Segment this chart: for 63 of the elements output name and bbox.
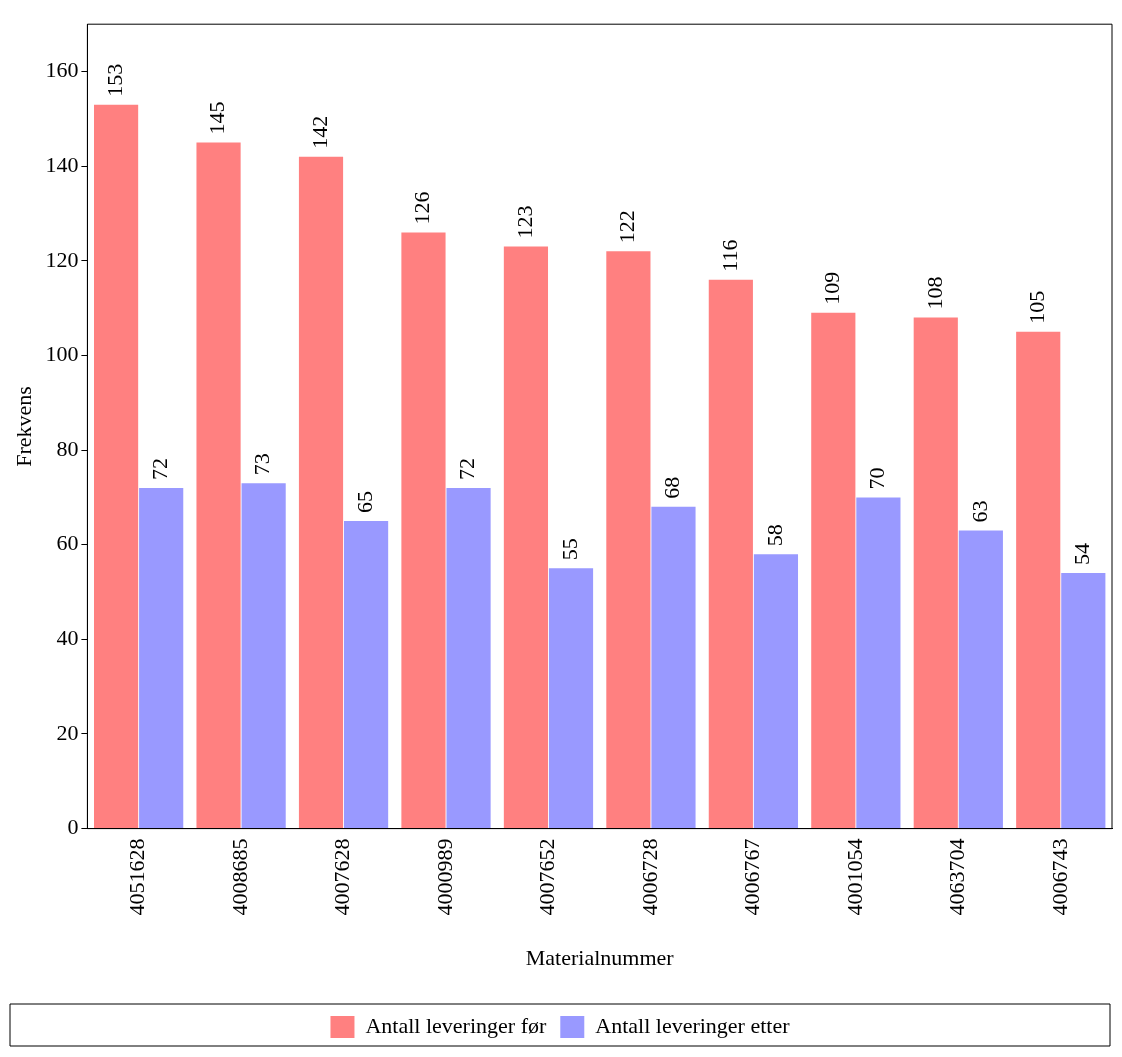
bar [401, 232, 446, 829]
data-label: 123 [511, 205, 537, 239]
data-label: 70 [864, 467, 890, 490]
data-label: 55 [556, 538, 582, 561]
x-tick-label: 4063704 [944, 838, 970, 916]
bar [958, 530, 1003, 829]
data-label: 63 [966, 500, 992, 523]
y-tick-label: 0 [67, 814, 79, 840]
data-label: 72 [146, 457, 172, 480]
data-label: 145 [204, 101, 230, 135]
legend-label: Antall leveringer før [365, 1012, 547, 1038]
data-label: 126 [409, 191, 435, 225]
bar [606, 251, 651, 829]
y-axis-title: Frekvens [10, 386, 36, 467]
x-tick-label: 4007652 [534, 838, 560, 916]
y-tick-label: 120 [45, 246, 79, 272]
x-axis-title: Materialnummer [525, 944, 675, 970]
bar [503, 246, 549, 829]
y-tick-label: 160 [45, 57, 79, 83]
data-label: 122 [614, 210, 640, 244]
data-label: 116 [716, 239, 742, 272]
bar [94, 104, 139, 829]
y-tick-label: 40 [56, 625, 79, 651]
data-label: 68 [659, 476, 685, 499]
data-label: 65 [351, 491, 377, 514]
bar [446, 487, 491, 829]
bar [1061, 573, 1106, 829]
data-label: 58 [761, 524, 787, 547]
bar [856, 497, 901, 829]
bar [196, 142, 241, 829]
x-tick-label: 4000989 [431, 838, 457, 916]
y-tick-label: 100 [45, 341, 79, 367]
data-label: 105 [1024, 290, 1050, 324]
bar [298, 156, 344, 829]
x-tick-label: 4006743 [1046, 838, 1072, 916]
x-tick-label: 4007628 [329, 838, 355, 916]
bar [708, 279, 753, 829]
data-label: 153 [101, 63, 127, 97]
bar [651, 506, 696, 829]
x-tick-label: 4006728 [636, 838, 662, 916]
bar [241, 483, 286, 829]
bar [139, 487, 184, 829]
data-label: 108 [921, 276, 947, 310]
bar [811, 312, 856, 829]
bar [548, 568, 594, 829]
x-tick-label: 4051628 [124, 838, 150, 916]
x-tick-label: 4008685 [226, 838, 252, 916]
data-label: 72 [454, 457, 480, 480]
bar [913, 317, 958, 829]
y-tick-label: 80 [56, 435, 79, 461]
x-tick-label: 4006767 [739, 838, 765, 916]
data-label: 73 [249, 453, 275, 476]
data-label: 109 [819, 271, 845, 305]
bar [753, 554, 799, 829]
y-tick-label: 20 [56, 719, 79, 745]
data-label: 54 [1069, 543, 1095, 566]
bar [1016, 331, 1061, 829]
bar [344, 521, 389, 829]
y-tick-label: 60 [56, 530, 79, 556]
x-tick-label: 4001054 [841, 838, 867, 916]
y-tick-label: 140 [45, 151, 79, 177]
legend-label: Antall leveringer etter [595, 1012, 791, 1038]
data-label: 142 [306, 115, 332, 149]
